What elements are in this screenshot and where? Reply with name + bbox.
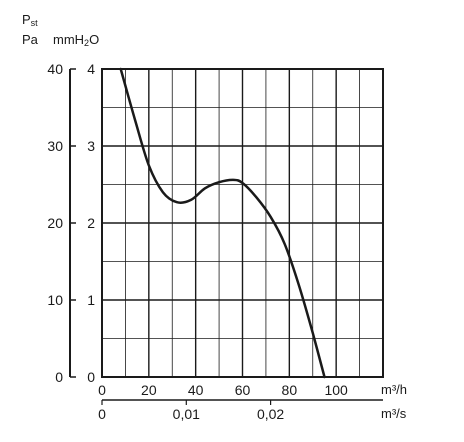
mmh2o-tick-label: 2 [87,215,95,231]
flow-s-tick-label: 0,02 [257,406,284,422]
ylabel-mmh2o: mmH2O [53,32,99,48]
mmh2o-tick-label: 3 [87,138,95,154]
pa-tick-label: 30 [47,138,63,154]
plot-frame [101,68,384,378]
flow-h-tick-label: 60 [235,382,251,398]
ylabel-mmh-sub: 2 [84,38,89,48]
mmh2o-tick-label: 1 [87,292,95,308]
pa-tick-label: 40 [47,61,63,77]
pa-tick-label: 0 [55,369,63,385]
pa-tick-label: 20 [47,215,63,231]
mmh2o-tick-label: 0 [87,369,95,385]
flow-s-tick-label: 0 [98,406,106,422]
xlabel-flow-h: m³/h [381,382,407,397]
mmh2o-ticks: 0 1 2 3 4 [87,61,95,385]
flow-h-tick-label: 80 [282,382,298,398]
flow-s-tick-label: 0,01 [173,406,200,422]
flow-h-tick-label: 100 [324,382,348,398]
ylabel-pst: Pst [22,12,38,28]
pa-ticks: 0 10 20 30 40 [47,61,76,385]
flow-s-ticks: 0 0,01 0,02 [98,400,284,422]
horizontal-gridlines [102,107,383,339]
ylabel-pst-sub: st [31,18,39,28]
flow-h-tick-label: 0 [98,382,106,398]
pressure-curve [119,67,326,379]
flow-h-tick-label: 20 [141,382,157,398]
mmh2o-tick-label: 4 [87,61,95,77]
ylabel-pst-p: P [22,12,31,27]
xlabel-flow-s: m³/s [381,406,407,421]
ylabel-pa: Pa [22,32,39,47]
ylabel-mmh: mmH [53,32,84,47]
pa-tick-label: 10 [47,292,63,308]
flow-h-tick-label: 40 [188,382,204,398]
flow-h-ticks: 0 20 40 60 80 100 [98,382,348,398]
ylabel-mmh-o: O [89,32,99,47]
